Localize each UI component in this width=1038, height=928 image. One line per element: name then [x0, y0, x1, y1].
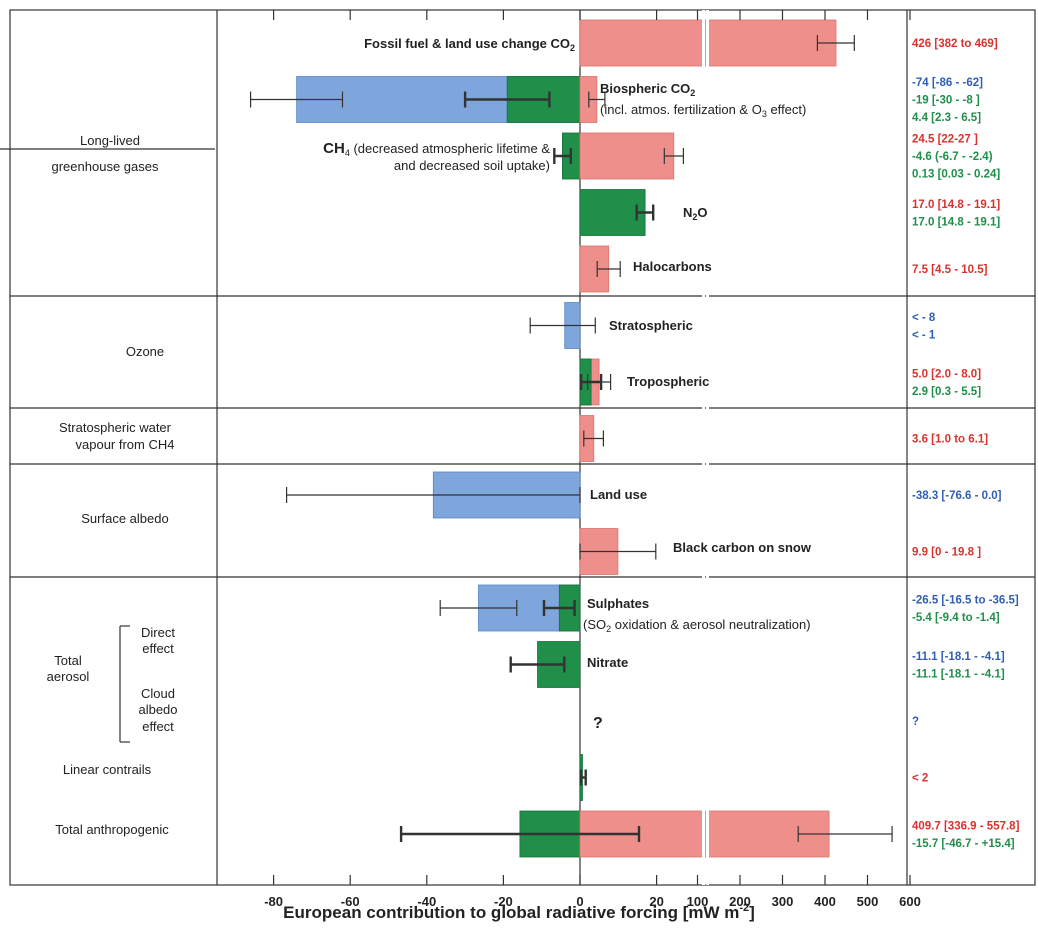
- tick-label: 500: [857, 894, 879, 909]
- tick-label: 600: [899, 894, 921, 909]
- value-entry: 24.5 [22-27 ]: [912, 134, 978, 146]
- cat-cloud-albedo-line3: effect: [142, 719, 174, 734]
- value-entry: -4.6 (-6.7 - -2.4): [912, 151, 993, 163]
- label-cloud-question: ?: [593, 715, 603, 732]
- value-entry: 9.9 [0 - 19.8 ]: [912, 547, 981, 559]
- label-sulphates: Sulphates: [587, 596, 649, 611]
- value-entry: 17.0 [14.8 - 19.1]: [912, 199, 1000, 211]
- error-bar-water: [583, 430, 605, 447]
- value-entry: < - 1: [912, 329, 936, 341]
- value-entry: -19 [-30 - -8 ]: [912, 95, 980, 107]
- label-black-carbon: Black carbon on snow: [673, 540, 812, 555]
- error-bar-total-red: [797, 826, 893, 842]
- error-bar-fossil: [816, 35, 855, 51]
- value-entry: 3.6 [1.0 to 6.1]: [912, 434, 988, 446]
- bar-ch4-red: [579, 132, 675, 180]
- error-bar-strato: [529, 317, 596, 334]
- ticks-layer: [273, 10, 911, 885]
- cat-linear-contrails: Linear contrails: [63, 762, 152, 777]
- tick-label: -80: [264, 894, 283, 909]
- error-bar-bio-red: [588, 91, 606, 108]
- tick-label: 200: [729, 894, 751, 909]
- value-entry: -26.5 [-16.5 to -36.5]: [912, 594, 1019, 606]
- cat-total-anthropogenic: Total anthropogenic: [55, 822, 169, 837]
- bar-labels: Fossil fuel & land use change CO2 Biosph…: [323, 36, 812, 732]
- value-entry: -5.4 [-9.4 to -1.4]: [912, 612, 1000, 624]
- label-n2o: N2O: [683, 205, 708, 222]
- value-entry: -15.7 [-46.7 - +15.4]: [912, 838, 1015, 850]
- tick-label: -20: [494, 894, 513, 909]
- value-entry: 17.0 [14.8 - 19.1]: [912, 216, 1000, 228]
- label-land-use: Land use: [590, 487, 647, 502]
- tick-label: -40: [417, 894, 436, 909]
- error-bar-ch4-green: [553, 148, 572, 164]
- value-entry: 426 [382 to 469]: [912, 38, 998, 50]
- label-sulphates-note: (SO2 oxidation & aerosol neutralization): [583, 617, 811, 634]
- value-entry: < 2: [912, 773, 928, 785]
- error-bar-ch4-red: [663, 148, 685, 164]
- tick-label: 20: [649, 894, 663, 909]
- tick-label: -60: [341, 894, 360, 909]
- error-bar-landuse: [286, 487, 581, 503]
- cat-ozone: Ozone: [126, 344, 164, 359]
- error-bar-sulph-green: [542, 600, 576, 616]
- error-bar-n2o-green: [635, 204, 655, 221]
- cat-long-lived-line2: greenhouse gases: [52, 159, 159, 174]
- axis-break: [702, 10, 709, 885]
- value-entry: 0.13 [0.03 - 0.24]: [912, 169, 1000, 181]
- x-axis-label: European contribution to global radiativ…: [283, 902, 755, 922]
- value-entry: < - 8: [912, 312, 936, 324]
- label-stratospheric: Stratospheric: [609, 318, 693, 333]
- cat-direct-effect-line1: Direct: [141, 625, 175, 640]
- cat-long-lived-line1: Long-lived: [80, 133, 140, 148]
- value-entry: 4.4 [2.3 - 6.5]: [912, 112, 981, 124]
- cat-total-aerosol-line2: aerosol: [47, 669, 90, 684]
- value-entry: ?: [912, 716, 919, 728]
- error-bar-sulph-blue: [439, 600, 518, 616]
- outer-frame: [9, 9, 1036, 886]
- tick-label: 300: [772, 894, 794, 909]
- bar-n2o-green: [579, 189, 646, 236]
- value-entry: 2.9 [0.3 - 5.5]: [912, 386, 981, 398]
- error-bar-halo: [596, 261, 621, 277]
- category-labels: Long-lived greenhouse gases Ozone Strato…: [47, 133, 178, 837]
- error-bars-layer: [250, 35, 893, 842]
- label-biospheric: Biospheric CO2: [600, 81, 695, 98]
- value-entry: -11.1 [-18.1 - -4.1]: [912, 668, 1005, 680]
- error-bar-contrail: [579, 769, 587, 786]
- value-entry: -74 [-86 - -62]: [912, 77, 983, 89]
- error-bar-total-green: [399, 826, 641, 842]
- label-fossil-fuel: Fossil fuel & land use change CO2: [364, 36, 575, 53]
- label-tropospheric: Tropospheric: [627, 374, 709, 389]
- label-ch4-line2: and decreased soil uptake): [394, 158, 550, 173]
- cat-surface-albedo: Surface albedo: [81, 511, 168, 526]
- cat-cloud-albedo-line1: Cloud: [141, 686, 175, 701]
- value-entry: 5.0 [2.0 - 8.0]: [912, 368, 981, 380]
- error-bar-bio-blue: [250, 91, 344, 108]
- value-entry: -38.3 [-76.6 - 0.0]: [912, 490, 1002, 502]
- value-entry: -11.1 [-18.1 - -4.1]: [912, 651, 1005, 663]
- tick-label: 400: [814, 894, 836, 909]
- tick-label: 0: [576, 894, 583, 909]
- error-bar-tropo-green: [579, 374, 603, 390]
- tick-labels: -80 -60 -40 -20 0 20 100 200 300 400 500 600: [264, 894, 921, 909]
- error-bar-nitrate: [509, 656, 566, 673]
- cat-total-aerosol-line1: Total: [54, 653, 82, 668]
- label-halocarbons: Halocarbons: [633, 259, 712, 274]
- tick-label: 100: [687, 894, 709, 909]
- error-bar-bcsnow: [579, 543, 657, 560]
- cat-strat-water-line2: vapour from CH4: [76, 437, 175, 452]
- value-entry: 409.7 [336.9 - 557.8]: [912, 820, 1020, 832]
- value-entry: 7.5 [4.5 - 10.5]: [912, 264, 988, 276]
- cat-strat-water-line1: Stratospheric water: [59, 420, 172, 435]
- cat-direct-effect-line2: effect: [142, 641, 174, 656]
- values-column: 426 [382 to 469] -74 [-86 - -62] -19 [-30 …: [912, 38, 1020, 850]
- label-nitrate: Nitrate: [587, 655, 628, 670]
- error-bar-bio-green: [463, 91, 551, 108]
- cat-cloud-albedo-line2: albedo: [138, 702, 177, 717]
- label-ch4-line1: CH4 (decreased atmospheric lifetime &: [323, 140, 550, 158]
- label-biospheric-note: (incl. atmos. fertilization & O3 effect): [600, 102, 806, 119]
